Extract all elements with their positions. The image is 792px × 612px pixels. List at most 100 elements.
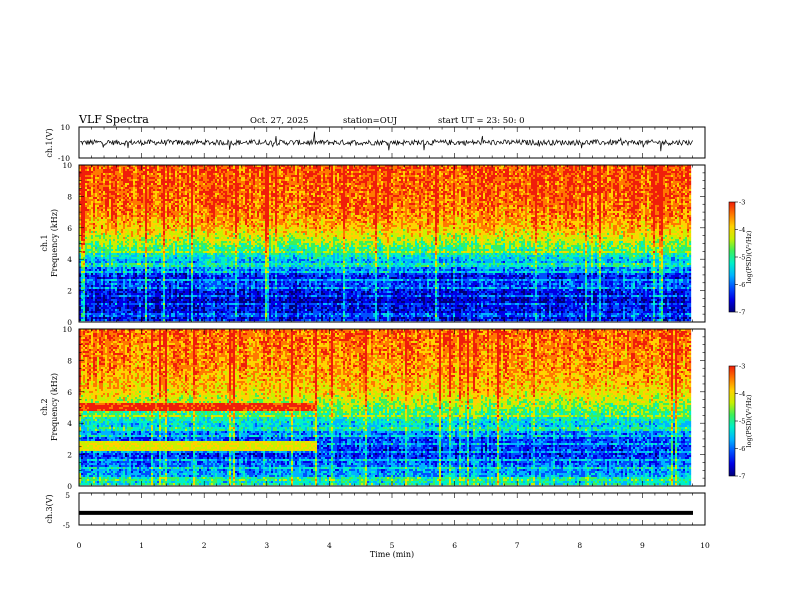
spectrogram-cell [111,181,113,183]
spectrogram-cell [93,203,95,205]
spectrogram-cell [113,175,115,177]
spectrogram-cell [105,177,107,179]
spectrogram-cell [119,189,121,191]
spectrogram-cell [83,269,85,271]
spectrogram-cell [97,263,99,265]
spectrogram-cell [123,305,125,307]
spectrogram-cell [87,181,89,183]
spectrogram-cell [123,275,125,277]
spectrogram-cell [111,213,113,215]
spectrogram-cell [107,303,109,305]
spectrogram-cell [89,295,91,297]
spectrogram-cell [97,207,99,209]
spectrogram-cell [105,235,107,237]
spectrogram-cell [83,301,85,303]
spectrogram-cell [113,239,115,241]
spectrogram-cell [115,261,117,263]
spectrogram-cell [93,167,95,169]
spectrogram-cell [87,203,89,205]
spectrogram-cell [113,287,115,289]
spectrogram-cell [83,295,85,297]
spectrogram-cell [99,243,101,245]
spectrogram-cell [87,205,89,207]
spectrogram-cell [93,307,95,309]
spectrogram-cell [103,203,105,205]
spectrogram-cell [95,195,97,197]
spectrogram-cell [105,225,107,227]
spectrogram-cell [103,189,105,191]
spectrogram-cell [99,293,101,295]
spectrogram-cell [83,211,85,213]
spectrogram-cell [109,221,111,223]
spectrogram-cell [93,227,95,229]
spectrogram-cell [121,275,123,277]
spectrogram-cell [109,291,111,293]
spectrogram-cell [115,229,117,231]
spectrogram-cell [119,217,121,219]
spectrogram-cell [95,233,97,235]
spectrogram-cell [95,291,97,293]
spectrogram-cell [119,221,121,223]
spectrogram-cell [95,209,97,211]
spectrogram-cell [85,255,87,257]
spectrogram-cell [81,269,83,271]
spectrogram-cell [119,317,121,319]
spectrogram-cell [105,213,107,215]
spectrogram-cell [111,219,113,221]
spectrogram-cell [111,229,113,231]
spectrogram-cell [85,203,87,205]
spectrogram-cell [105,245,107,247]
spectrogram-cell [117,283,119,285]
spectrogram-cell [105,203,107,205]
spectrogram-cell [89,293,91,295]
spectrogram-cell [101,273,103,275]
spectrogram-cell [101,267,103,269]
spectrogram-cell [95,277,97,279]
spectrogram-cell [123,289,125,291]
spectrogram-cell [95,303,97,305]
spectrogram-cell [103,301,105,303]
spectrogram-cell [111,185,113,187]
spectrogram-cell [111,177,113,179]
spectrogram-cell [117,289,119,291]
spectrogram-cell [105,181,107,183]
spectrogram-cell [87,179,89,181]
spectrogram-cell [121,299,123,301]
spectrogram-cell [83,221,85,223]
spectrogram-cell [81,287,83,289]
spectrogram-cell [95,205,97,207]
spectrogram-cell [85,201,87,203]
spectrogram-cell [85,191,87,193]
spectrogram-cell [105,219,107,221]
spectrogram-cell [119,257,121,259]
spectrogram-cell [103,209,105,211]
spectrogram-cell [97,211,99,213]
spectrogram-cell [109,289,111,291]
spectrogram-cell [93,309,95,311]
spectrogram-cell [97,233,99,235]
spectrogram-cell [117,245,119,247]
spectrogram-cell [85,309,87,311]
spectrogram-cell [103,255,105,257]
spectrogram-cell [119,173,121,175]
spectrogram-cell [117,227,119,229]
spectrogram-cell [83,319,85,321]
spectrogram-cell [89,225,91,227]
spectrogram-cell [105,187,107,189]
spectrogram-cell [101,261,103,263]
spectrogram-cell [95,213,97,215]
spectrogram-cell [91,207,93,209]
spectrogram-cell [111,259,113,261]
spectrogram-cell [95,229,97,231]
spectrogram-cell [111,313,113,315]
spectrogram-cell [107,219,109,221]
spectrogram-cell [87,309,89,311]
spectrogram-cell [103,231,105,233]
spectrogram-cell [117,183,119,185]
spectrogram-cell [85,173,87,175]
spectrogram-cell [99,211,101,213]
spectrogram-cell [95,221,97,223]
spectrogram-cell [93,267,95,269]
spectrogram-cell [87,257,89,259]
spectrogram-cell [95,285,97,287]
